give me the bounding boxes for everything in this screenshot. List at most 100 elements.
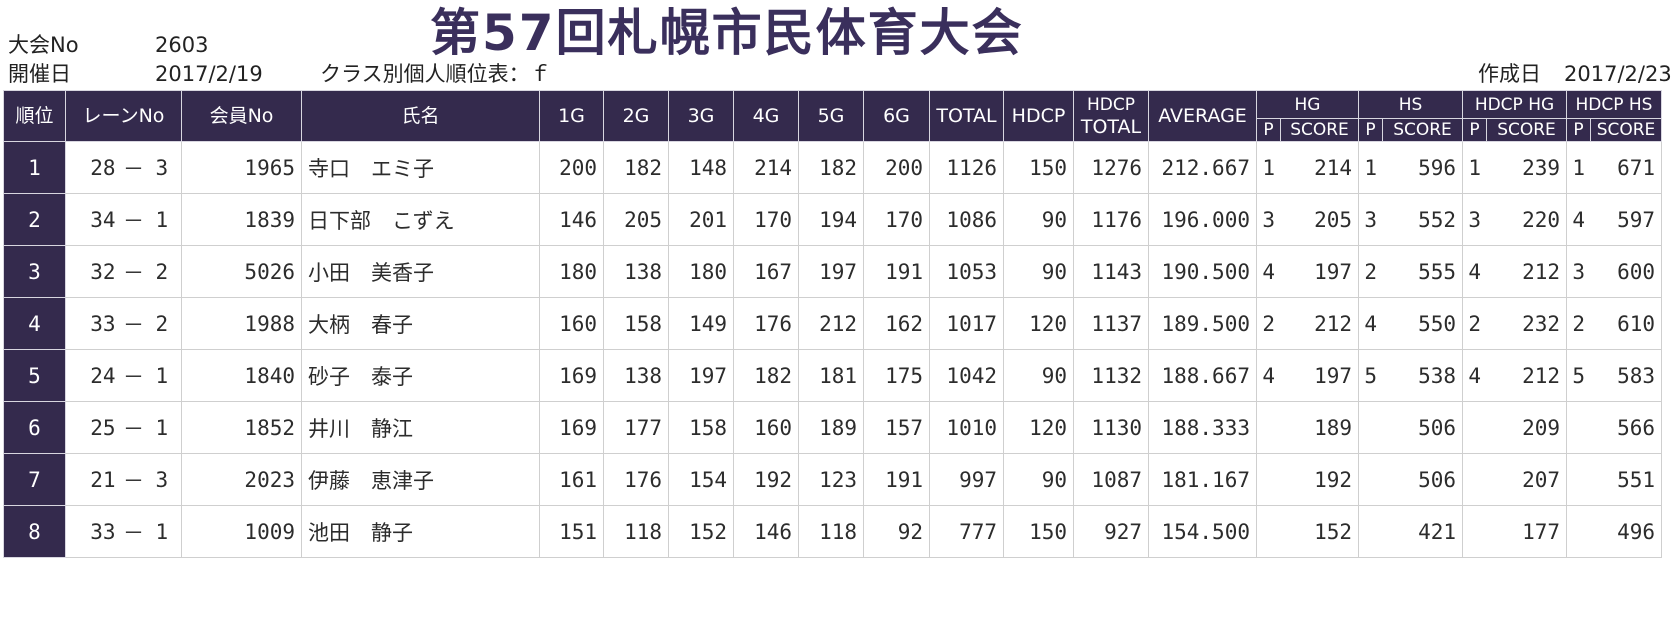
header-hs-score: SCORE — [1382, 118, 1463, 142]
game-3-score: 152 — [668, 505, 734, 558]
hdcp-hg-score: 220 — [1486, 193, 1567, 246]
hdcp-hs-place — [1566, 453, 1591, 506]
results-body: 1 28 － 3 1965 寺口 エミ子 200 182 148 214 182 200 1126 150… — [3, 141, 1662, 558]
hg-score: 152 — [1280, 505, 1359, 558]
header-group-hs: HS — [1358, 90, 1463, 119]
header-member-no: 会員No — [181, 90, 302, 142]
game-3-score: 201 — [668, 193, 734, 246]
lane-separator: － — [119, 141, 148, 194]
hdcp-hg-score: 207 — [1486, 453, 1567, 506]
game-5-score: 197 — [798, 245, 864, 298]
total-score: 1086 — [929, 193, 1004, 246]
hg-place: 4 — [1256, 349, 1281, 402]
date-label: 開催日 — [8, 62, 71, 86]
game-6-score: 92 — [863, 505, 930, 558]
game-4-score: 160 — [733, 401, 799, 454]
event-date: 2017/2/19 — [155, 62, 263, 86]
hdcp-hs-score: 671 — [1590, 141, 1662, 194]
game-4-score: 167 — [733, 245, 799, 298]
hdcp-hg-score: 209 — [1486, 401, 1567, 454]
rank-cell: 8 — [3, 505, 66, 558]
hdcp-hs-place: 5 — [1566, 349, 1591, 402]
header-hdcp: HDCP — [1003, 90, 1074, 142]
hdcp-hg-score: 239 — [1486, 141, 1567, 194]
average: 190.500 — [1148, 245, 1257, 298]
lane-separator: － — [119, 297, 148, 350]
game-4-score: 146 — [733, 505, 799, 558]
header-average: AVERAGE — [1148, 90, 1257, 142]
total-score: 777 — [929, 505, 1004, 558]
average: 189.500 — [1148, 297, 1257, 350]
page-title: 第57回札幌市民体育大会 — [430, 4, 1024, 62]
hg-score: 189 — [1280, 401, 1359, 454]
hdcp-hg-place — [1462, 505, 1487, 558]
game-6-score: 191 — [863, 245, 930, 298]
handicap-total: 1143 — [1073, 245, 1149, 298]
game-2-score: 176 — [603, 453, 669, 506]
hs-score: 421 — [1382, 505, 1463, 558]
hg-place: 2 — [1256, 297, 1281, 350]
hs-score: 506 — [1382, 453, 1463, 506]
member-no: 1009 — [181, 505, 302, 558]
total-score: 1010 — [929, 401, 1004, 454]
hdcp-hs-place: 3 — [1566, 245, 1591, 298]
hg-score: 214 — [1280, 141, 1359, 194]
hs-place — [1358, 505, 1383, 558]
game-3-score: 180 — [668, 245, 734, 298]
member-no: 1840 — [181, 349, 302, 402]
player-name: 井川 静江 — [301, 401, 540, 454]
hdcp-hs-score: 597 — [1590, 193, 1662, 246]
hs-place — [1358, 453, 1383, 506]
hdcp-hg-score: 177 — [1486, 505, 1567, 558]
created-label: 作成日 — [1478, 62, 1541, 86]
class-ranking-label: クラス別個人順位表：ｆ — [320, 62, 551, 86]
handicap: 90 — [1003, 453, 1074, 506]
header-hdcp-hg-score: SCORE — [1486, 118, 1567, 142]
game-6-score: 162 — [863, 297, 930, 350]
lane-number: 33 — [65, 297, 120, 350]
member-no: 2023 — [181, 453, 302, 506]
rank-cell: 3 — [3, 245, 66, 298]
header-group-hdcp-hg: HDCP HG — [1462, 90, 1567, 119]
hdcp-hs-place: 1 — [1566, 141, 1591, 194]
hs-score: 552 — [1382, 193, 1463, 246]
game-4-score: 182 — [733, 349, 799, 402]
hdcp-hs-place: 2 — [1566, 297, 1591, 350]
lane-separator: － — [119, 193, 148, 246]
game-3-score: 158 — [668, 401, 734, 454]
header-game-2: 2G — [603, 90, 669, 142]
handicap: 90 — [1003, 193, 1074, 246]
hdcp-hg-score: 212 — [1486, 245, 1567, 298]
game-4-score: 176 — [733, 297, 799, 350]
lane-position: 3 — [147, 453, 182, 506]
header-game-5: 5G — [798, 90, 864, 142]
hg-place — [1256, 453, 1281, 506]
hdcp-hg-place: 2 — [1462, 297, 1487, 350]
hs-place: 2 — [1358, 245, 1383, 298]
hs-score: 555 — [1382, 245, 1463, 298]
average: 212.667 — [1148, 141, 1257, 194]
rank-cell: 1 — [3, 141, 66, 194]
game-5-score: 118 — [798, 505, 864, 558]
table-row: 1 28 － 3 1965 寺口 エミ子 200 182 148 214 182 200 1126 150… — [3, 141, 1662, 194]
lane-number: 32 — [65, 245, 120, 298]
game-2-score: 138 — [603, 349, 669, 402]
hdcp-hs-place: 4 — [1566, 193, 1591, 246]
rank-cell: 7 — [3, 453, 66, 506]
header-hdcp-total-line1: HDCP — [1087, 95, 1135, 115]
hs-score: 550 — [1382, 297, 1463, 350]
lane-position: 1 — [147, 401, 182, 454]
hg-score: 197 — [1280, 349, 1359, 402]
game-3-score: 148 — [668, 141, 734, 194]
hg-score: 197 — [1280, 245, 1359, 298]
hg-score: 205 — [1280, 193, 1359, 246]
hdcp-hs-score: 583 — [1590, 349, 1662, 402]
game-3-score: 149 — [668, 297, 734, 350]
lane-separator: － — [119, 349, 148, 402]
table-row: 3 32 － 2 5026 小田 美香子 180 138 180 167 197 191 1053 90 1… — [3, 245, 1662, 298]
hdcp-hg-place: 1 — [1462, 141, 1487, 194]
tournament-no-label: 大会No — [8, 33, 79, 57]
total-score: 1042 — [929, 349, 1004, 402]
hdcp-hs-place — [1566, 401, 1591, 454]
lane-separator: － — [119, 505, 148, 558]
